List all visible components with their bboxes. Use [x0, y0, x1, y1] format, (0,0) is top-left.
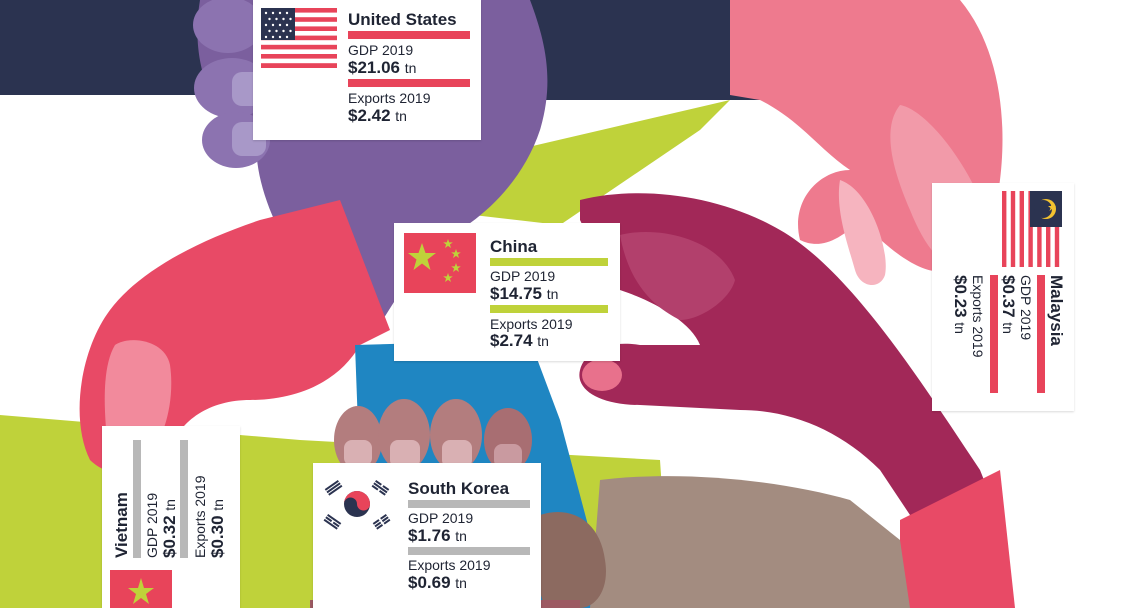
- gdp-unit: tn: [547, 286, 559, 302]
- china-flag: [404, 233, 476, 293]
- exports-value: $0.69 tn: [408, 573, 467, 593]
- country-name: Vietnam: [112, 492, 132, 558]
- country-card-south-korea: South Korea GDP 2019 $1.76 tn Exports 20…: [313, 463, 541, 608]
- gdp-bar: [990, 275, 998, 393]
- vietnam-flag: [110, 570, 172, 608]
- country-card-china: China GDP 2019 $14.75 tn Exports 2019 $2…: [394, 223, 620, 361]
- country-name: China: [490, 237, 537, 257]
- name-bar: [133, 440, 141, 558]
- exports-label: Exports 2019: [490, 316, 573, 332]
- country-name: South Korea: [408, 479, 509, 499]
- gdp-value: $14.75 tn: [490, 284, 558, 304]
- malaysia-text-block: Malaysia GDP 2019 $0.37 tn Exports 2019 …: [936, 275, 1066, 405]
- gdp-value: $21.06 tn: [348, 58, 416, 78]
- exports-label: Exports 2019: [192, 476, 208, 559]
- taupe-arm: [590, 476, 910, 608]
- name-bar: [348, 31, 470, 39]
- country-card-malaysia: Malaysia GDP 2019 $0.37 tn Exports 2019 …: [932, 183, 1074, 411]
- name-bar: [408, 500, 530, 508]
- gdp-bar: [180, 440, 188, 558]
- name-bar: [1037, 275, 1045, 393]
- exports-unit: tn: [952, 322, 968, 334]
- gdp-label: GDP 2019: [408, 510, 473, 526]
- exports-unit: tn: [537, 333, 549, 349]
- country-name: United States: [348, 10, 457, 30]
- gdp-unit: tn: [455, 528, 467, 544]
- exports-label: Exports 2019: [970, 275, 986, 358]
- gdp-label: GDP 2019: [144, 493, 160, 558]
- exports-unit: tn: [395, 108, 407, 124]
- exports-unit: tn: [455, 575, 467, 591]
- exports-value: $0.30 tn: [208, 499, 228, 558]
- country-card-vietnam: Vietnam GDP 2019 $0.32 tn Exports 2019 $…: [102, 426, 240, 608]
- gdp-label: GDP 2019: [490, 268, 555, 284]
- usa-flag: [261, 8, 337, 68]
- gdp-value: $0.32 tn: [160, 499, 180, 558]
- exports-value: $0.23 tn: [950, 275, 970, 334]
- exports-value: $2.42 tn: [348, 106, 407, 126]
- exports-unit: tn: [210, 499, 226, 511]
- vietnam-text-block: Vietnam GDP 2019 $0.32 tn Exports 2019 $…: [112, 428, 242, 558]
- south-korea-flag: [319, 475, 395, 533]
- gdp-value: $0.37 tn: [998, 275, 1018, 334]
- malaysia-flag: [1002, 191, 1062, 267]
- gdp-unit: tn: [1000, 322, 1016, 334]
- country-name: Malaysia: [1046, 275, 1066, 346]
- gdp-bar: [490, 305, 608, 313]
- exports-label: Exports 2019: [408, 557, 491, 573]
- gdp-label: GDP 2019: [348, 42, 413, 58]
- exports-value: $2.74 tn: [490, 331, 549, 351]
- gdp-value: $1.76 tn: [408, 526, 467, 546]
- gdp-label: GDP 2019: [1018, 275, 1034, 340]
- gdp-unit: tn: [162, 499, 178, 511]
- maroon-nail: [582, 359, 622, 391]
- country-card-us: United States GDP 2019 $21.06 tn Exports…: [253, 0, 481, 140]
- gdp-bar: [408, 547, 530, 555]
- gdp-bar: [348, 79, 470, 87]
- exports-label: Exports 2019: [348, 90, 431, 106]
- name-bar: [490, 258, 608, 266]
- gdp-unit: tn: [405, 60, 417, 76]
